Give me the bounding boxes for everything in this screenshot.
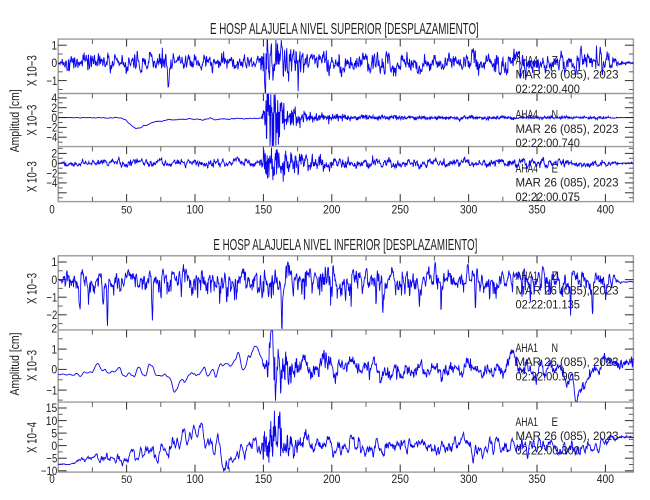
svg-text:−4: −4 <box>46 131 57 144</box>
svg-text:100: 100 <box>186 474 203 487</box>
svg-text:100: 100 <box>186 204 203 217</box>
svg-text:200: 200 <box>323 204 340 217</box>
svg-text:5: 5 <box>51 428 57 441</box>
svg-text:200: 200 <box>323 474 340 487</box>
svg-text:1: 1 <box>51 257 57 270</box>
svg-text:AHA4: AHA4 <box>516 55 539 68</box>
svg-text:MAR 26 (085), 2023: MAR 26 (085), 2023 <box>516 124 619 136</box>
svg-text:E: E <box>552 416 558 429</box>
svg-text:E: E <box>552 163 558 176</box>
svg-text:−5: −5 <box>46 452 57 465</box>
svg-text:Amplitud [cm]: Amplitud [cm] <box>8 89 22 152</box>
svg-text:350: 350 <box>528 204 545 217</box>
svg-text:−1: −1 <box>46 291 57 304</box>
svg-text:AHA4: AHA4 <box>516 109 539 122</box>
svg-text:X 10−3: X 10−3 <box>24 350 40 381</box>
svg-text:300: 300 <box>460 474 477 487</box>
svg-text:250: 250 <box>392 474 409 487</box>
svg-text:Amplitud [cm]: Amplitud [cm] <box>8 333 22 396</box>
svg-text:X 10−3: X 10−3 <box>24 273 40 304</box>
svg-text:150: 150 <box>255 474 272 487</box>
svg-text:N: N <box>552 108 558 122</box>
svg-text:X 10−3: X 10−3 <box>24 161 40 192</box>
svg-text:02:22:00.400: 02:22:00.400 <box>516 84 580 96</box>
svg-text:−2: −2 <box>46 309 57 322</box>
svg-text:0: 0 <box>51 274 57 287</box>
svg-text:0: 0 <box>51 57 57 70</box>
svg-text:AHA1: AHA1 <box>516 343 539 356</box>
svg-text:0: 0 <box>51 364 57 377</box>
svg-text:AHA4: AHA4 <box>516 163 539 176</box>
svg-text:2: 2 <box>51 148 57 161</box>
svg-text:0: 0 <box>51 158 57 171</box>
svg-text:400: 400 <box>597 474 614 487</box>
svg-text:E HOSP ALAJUELA NIVEL INFERIOR: E HOSP ALAJUELA NIVEL INFERIOR [DESPLAZA… <box>213 236 477 254</box>
svg-text:X 10−3: X 10−3 <box>24 55 40 86</box>
svg-text:50: 50 <box>121 204 132 217</box>
svg-text:0: 0 <box>49 204 55 217</box>
svg-text:Z: Z <box>552 270 559 283</box>
svg-text:02:22:00.740: 02:22:00.740 <box>516 138 580 150</box>
svg-text:02:22:01.135: 02:22:01.135 <box>516 299 580 311</box>
svg-text:−1: −1 <box>46 384 57 397</box>
svg-text:AHA1: AHA1 <box>516 417 539 430</box>
svg-text:MAR 26 (085), 2023: MAR 26 (085), 2023 <box>516 178 619 190</box>
svg-text:50: 50 <box>121 473 132 486</box>
svg-text:−10: −10 <box>41 465 57 478</box>
svg-text:MAR 26 (085), 2023: MAR 26 (085), 2023 <box>516 70 619 82</box>
svg-text:−1: −1 <box>46 75 57 88</box>
svg-text:0: 0 <box>51 112 57 125</box>
svg-text:400: 400 <box>597 204 614 217</box>
svg-text:1: 1 <box>51 344 57 357</box>
svg-text:−4: −4 <box>46 177 57 190</box>
svg-text:10: 10 <box>46 415 57 428</box>
svg-text:E HOSP ALAJUELA NIVEL SUPERIOR: E HOSP ALAJUELA NIVEL SUPERIOR [DESPLAZA… <box>210 20 479 38</box>
svg-text:2: 2 <box>51 323 57 336</box>
svg-text:MAR 26 (085), 2023: MAR 26 (085), 2023 <box>516 357 619 369</box>
svg-text:0: 0 <box>49 473 55 486</box>
svg-text:−2: −2 <box>46 122 57 135</box>
svg-text:X 10−4: X 10−4 <box>24 422 40 453</box>
svg-text:15: 15 <box>46 403 57 416</box>
svg-text:350: 350 <box>528 474 545 487</box>
svg-text:300: 300 <box>460 204 477 217</box>
svg-text:X 10−3: X 10−3 <box>24 104 40 135</box>
svg-text:4: 4 <box>51 92 57 105</box>
svg-text:1: 1 <box>51 40 57 53</box>
svg-text:150: 150 <box>255 204 272 217</box>
svg-text:2: 2 <box>51 102 57 115</box>
svg-text:−2: −2 <box>46 167 57 180</box>
svg-text:N: N <box>552 342 558 356</box>
svg-text:MAR 26 (085), 2023: MAR 26 (085), 2023 <box>516 431 619 443</box>
svg-text:0: 0 <box>51 440 57 453</box>
svg-text:02:22:00.075: 02:22:00.075 <box>516 192 580 204</box>
svg-text:02:22:00.300: 02:22:00.300 <box>516 445 580 457</box>
svg-text:250: 250 <box>392 204 409 217</box>
